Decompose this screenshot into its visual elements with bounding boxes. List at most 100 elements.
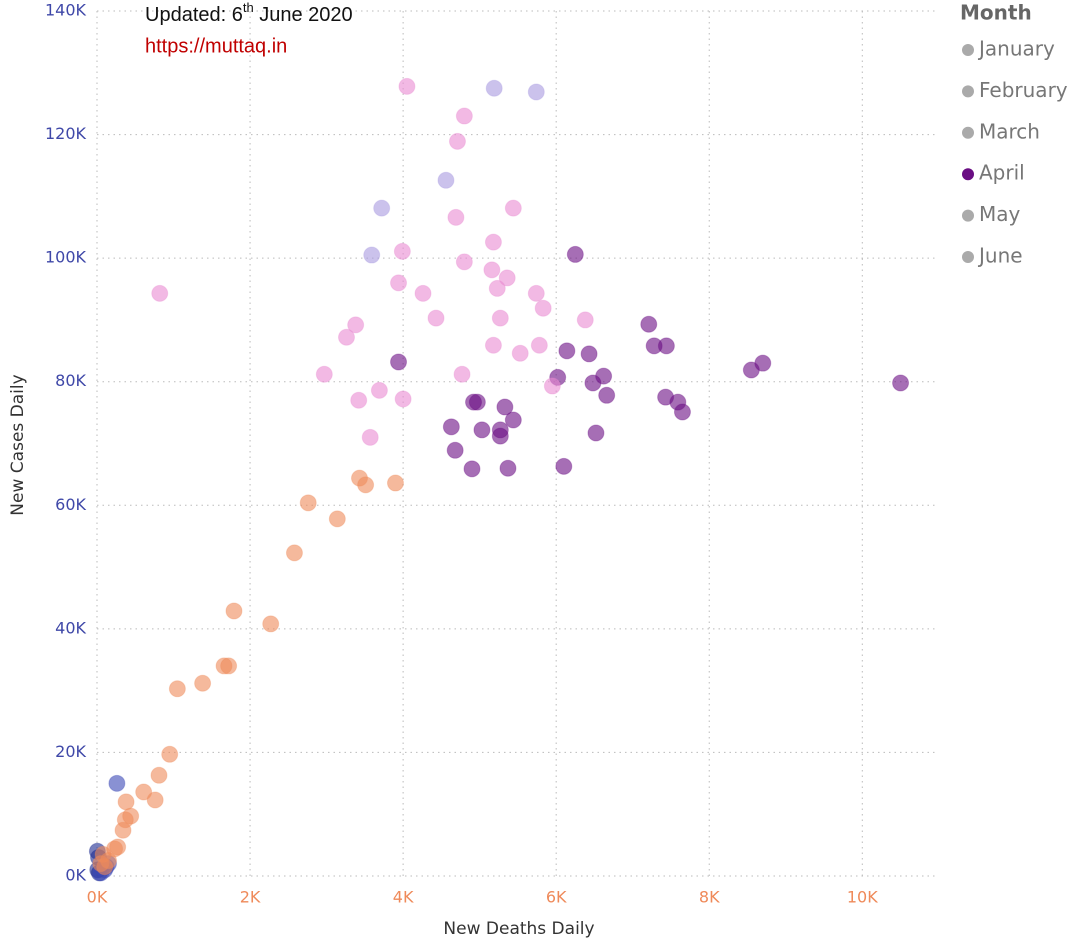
y-tick-label: 80K	[55, 371, 86, 390]
point	[92, 855, 110, 873]
point	[453, 365, 471, 383]
point	[225, 602, 243, 620]
y-tick-label: 40K	[55, 618, 86, 637]
x-tick-label: 0K	[87, 888, 108, 907]
legend-marker	[962, 85, 974, 98]
point	[315, 365, 333, 383]
point	[122, 807, 140, 825]
point	[640, 315, 658, 333]
point	[285, 544, 303, 562]
legend-label: February	[979, 78, 1068, 102]
point	[566, 245, 584, 263]
point	[150, 766, 168, 784]
point	[463, 460, 481, 478]
point	[370, 381, 388, 399]
point	[299, 494, 317, 512]
point	[543, 377, 561, 395]
legend-label: January	[977, 37, 1055, 61]
annotation-superscript: th	[243, 0, 254, 15]
point	[473, 421, 491, 439]
point	[394, 390, 412, 408]
point	[117, 793, 135, 811]
point	[337, 328, 355, 346]
point	[584, 374, 602, 392]
point	[194, 674, 212, 692]
point	[220, 657, 238, 675]
point	[484, 233, 502, 251]
annotation: Updated: 6th June 2020	[145, 0, 353, 26]
point	[483, 261, 501, 279]
point	[373, 199, 391, 217]
point	[530, 336, 548, 354]
points	[88, 77, 910, 882]
link[interactable]: https://muttaq.in	[145, 35, 287, 57]
y-tick-label: 120K	[45, 124, 87, 143]
point	[491, 427, 509, 445]
y-tick-label: 0K	[65, 866, 86, 885]
legend-marker	[962, 168, 974, 181]
point	[484, 336, 502, 354]
legend-marker	[962, 209, 974, 222]
grid	[96, 10, 935, 877]
point	[390, 353, 408, 371]
point	[361, 428, 379, 446]
legend-label: March	[979, 119, 1040, 143]
point	[390, 274, 408, 292]
legend-label: June	[977, 244, 1023, 268]
point	[496, 398, 514, 416]
point	[555, 457, 573, 475]
point	[350, 391, 368, 409]
point	[580, 345, 598, 363]
point	[673, 403, 691, 421]
annotation-suffix: June 2020	[254, 4, 353, 26]
point	[455, 107, 473, 125]
y-tick-label: 100K	[45, 248, 87, 267]
point	[504, 199, 522, 217]
x-axis-title: New Deaths Daily	[443, 919, 594, 939]
y-tick-label: 140K	[45, 1, 87, 20]
point	[427, 309, 445, 327]
point	[109, 838, 127, 856]
point	[587, 424, 605, 442]
point	[442, 418, 460, 436]
point	[657, 337, 675, 355]
annotation-prefix: Updated: 6	[145, 4, 243, 26]
point	[161, 745, 179, 763]
point	[892, 374, 910, 392]
x-tick-label: 2K	[240, 888, 261, 907]
point	[398, 77, 416, 95]
point	[135, 783, 153, 801]
y-axis-title: New Cases Daily	[8, 374, 28, 515]
point	[558, 342, 576, 360]
legend-title: Month	[960, 1, 1032, 25]
point	[448, 132, 466, 150]
point	[328, 510, 346, 528]
point	[576, 311, 594, 329]
point	[414, 284, 432, 302]
point	[491, 309, 509, 327]
legend-marker	[962, 251, 974, 263]
point	[437, 171, 455, 189]
point	[485, 79, 503, 97]
point	[446, 441, 464, 459]
x-tick-label: 4K	[393, 888, 414, 907]
point	[488, 279, 506, 297]
point	[527, 284, 545, 302]
point	[363, 246, 381, 264]
point	[754, 354, 772, 372]
point	[534, 299, 552, 317]
y-tick-label: 20K	[55, 742, 86, 761]
point	[504, 411, 522, 429]
point	[455, 253, 473, 271]
x-tick-label: 6K	[546, 888, 567, 907]
point	[447, 208, 465, 226]
legend-label: April	[979, 161, 1025, 185]
point	[598, 386, 616, 404]
point	[262, 615, 280, 633]
legend-marker	[962, 126, 974, 139]
point	[393, 242, 411, 260]
x-tick-label: 8K	[699, 888, 720, 907]
point	[386, 474, 404, 492]
